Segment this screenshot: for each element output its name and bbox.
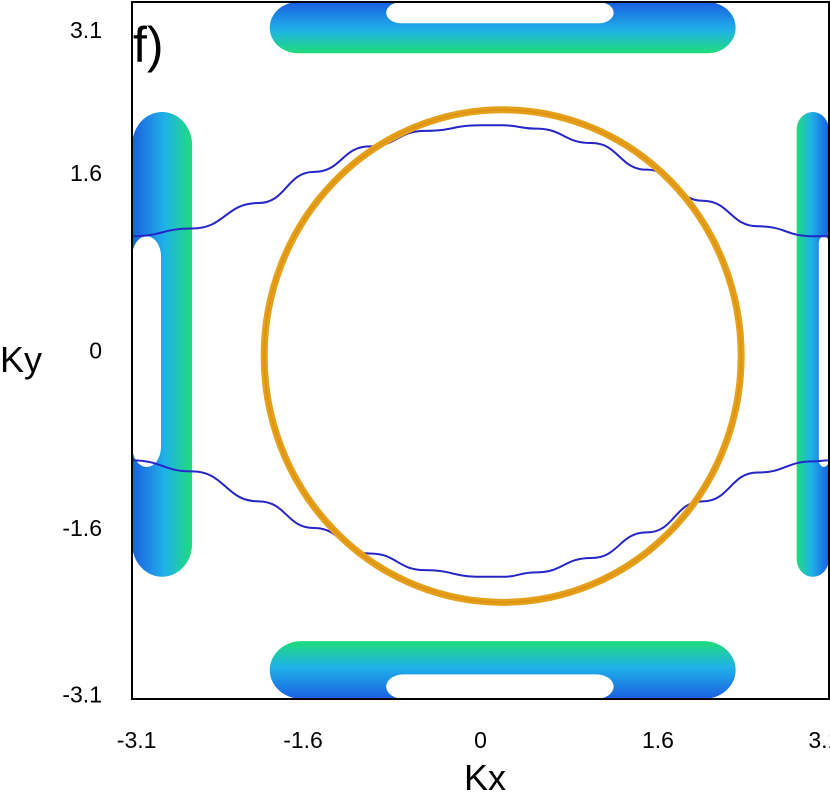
plot-background xyxy=(132,2,829,699)
pockets-layer xyxy=(132,2,829,699)
y-tick-label: 3.1 xyxy=(70,17,102,43)
y-axis-ticks: 3.1 1.6 0 -1.6 -3.1 xyxy=(62,17,102,707)
x-tick-label: -3.1 xyxy=(117,727,157,753)
x-axis-label: Kx xyxy=(464,757,506,797)
pocket-hole-bottom xyxy=(386,674,614,699)
y-tick-label: 0 xyxy=(89,338,102,364)
y-axis-label: Ky xyxy=(0,339,42,380)
y-tick-label: 1.6 xyxy=(70,160,102,186)
panel-label: f) xyxy=(133,17,164,73)
pocket-hole-top xyxy=(386,2,614,24)
x-axis-ticks: -3.1 -1.6 0 1.6 3.1 xyxy=(117,727,830,753)
lines-layer xyxy=(132,106,829,606)
y-tick-label: -1.6 xyxy=(62,515,102,541)
fermi-pocket-top xyxy=(269,2,736,54)
x-tick-label: -1.6 xyxy=(283,727,323,753)
band-line-lower xyxy=(132,459,829,578)
pocket-hole-right xyxy=(818,236,829,467)
fermi-ring-core xyxy=(263,108,743,604)
plot-frame xyxy=(131,1,830,700)
x-tick-label: 1.6 xyxy=(642,727,674,753)
pocket-hole-left xyxy=(132,236,162,467)
band-line-upper xyxy=(132,124,829,238)
x-tick-label: 0 xyxy=(474,727,487,753)
x-tick-label: 3.1 xyxy=(808,727,830,753)
y-tick-label: -3.1 xyxy=(62,681,102,707)
fermi-pocket-bottom xyxy=(269,641,736,699)
